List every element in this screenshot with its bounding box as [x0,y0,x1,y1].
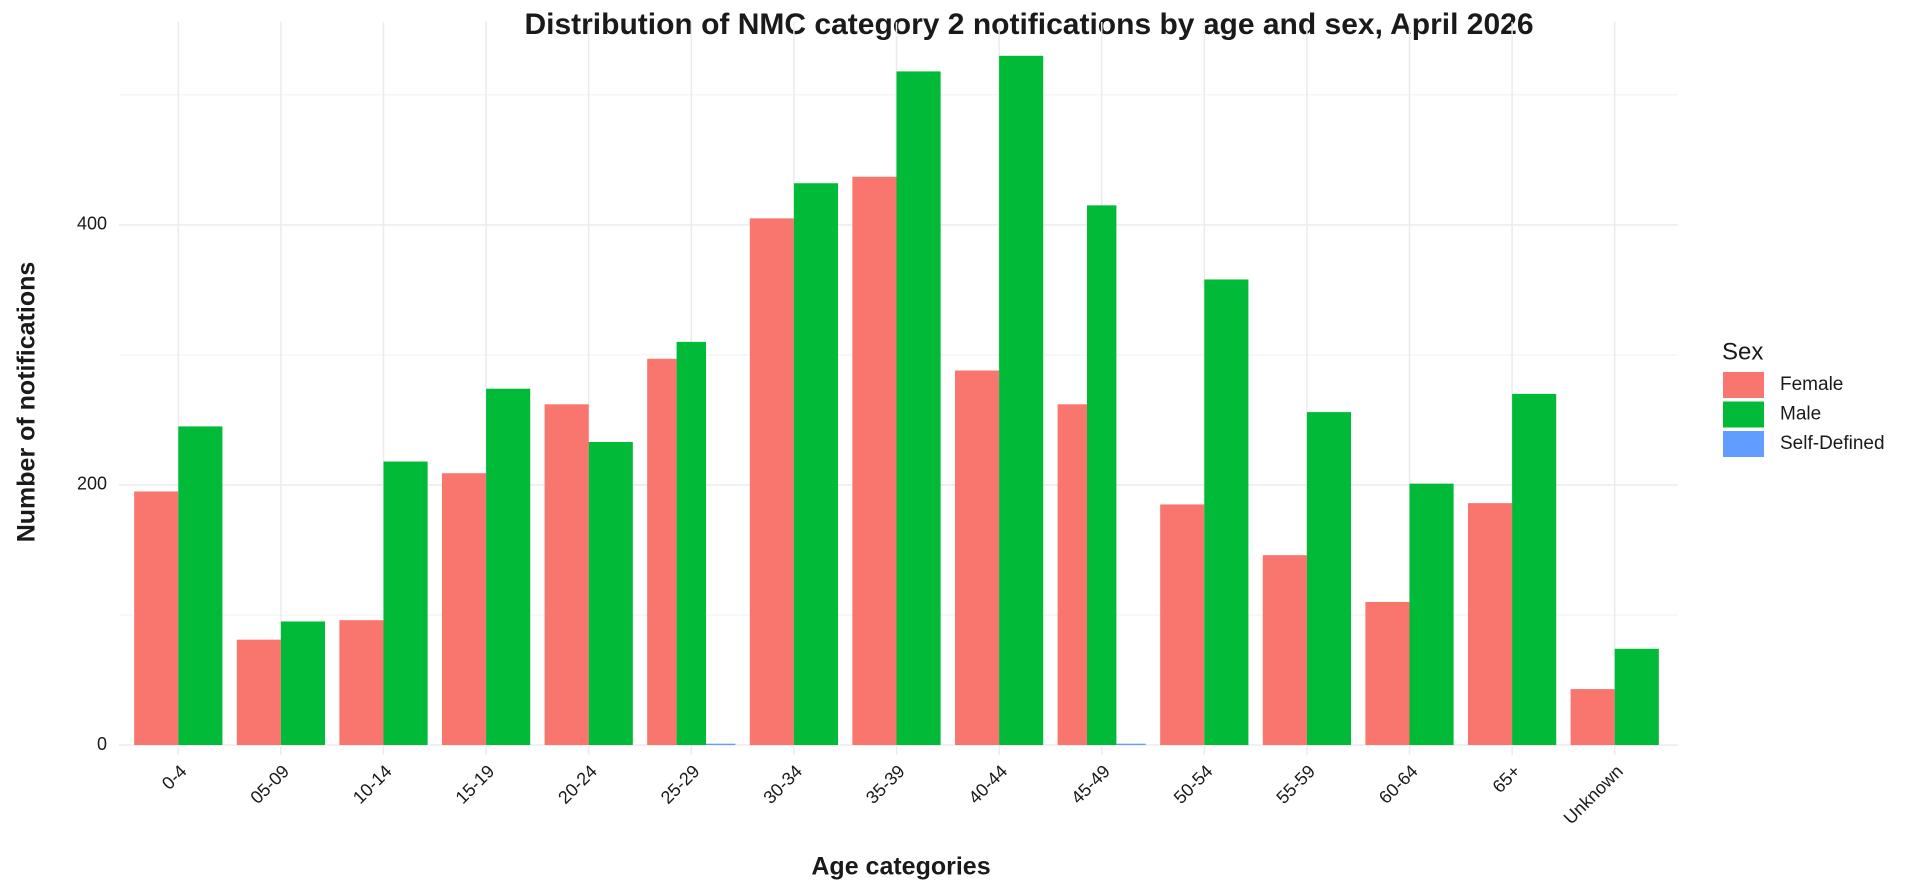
bar [441,473,487,745]
bar [1086,205,1117,746]
bar [954,370,1000,745]
bar [1116,743,1146,745]
bar [749,218,794,745]
bar [1365,601,1410,745]
legend-label: Self-Defined [1780,433,1885,454]
bar [339,620,384,745]
x-tick-label: Unknown [1560,761,1627,828]
bar [383,461,428,745]
x-tick-label: 25-29 [657,761,704,808]
x-tick-label: 30-34 [759,761,806,808]
legend-key [1723,401,1764,428]
bar [1204,279,1249,745]
legend-label: Female [1780,374,1843,395]
legend-key [1723,431,1764,457]
bar [852,176,897,746]
chart-title: Distribution of NMC category 2 notificat… [524,8,1533,41]
bar [999,55,1044,746]
x-tick-label: 20-24 [554,761,601,808]
bar [676,341,707,745]
x-tick-label: 45-49 [1067,761,1114,808]
bar [236,639,281,745]
x-tick-label: 50-54 [1170,761,1217,808]
bar [1057,404,1087,745]
bar [896,71,941,745]
bar [1512,393,1557,745]
bar [1570,689,1615,745]
bar [544,404,589,745]
legend-title: Sex [1722,338,1763,365]
x-tick-label: 05-09 [246,761,293,808]
y-axis-label: Number of notifications [13,262,41,543]
bar [1614,648,1659,745]
x-tick-label: 0-4 [158,761,191,794]
bar [706,743,736,745]
bar [178,426,223,745]
bar [280,621,326,745]
x-tick-label: 65+ [1489,761,1525,797]
bar [486,388,531,745]
bar [1467,503,1513,745]
x-tick-label: 55-59 [1272,761,1319,808]
bar [793,183,839,745]
bar [134,491,179,745]
bar [1262,555,1307,745]
bar [1409,483,1454,745]
bar [1306,412,1352,745]
x-tick-label: 35-39 [862,761,909,808]
bar [588,442,633,745]
y-tick-label: 200 [77,474,107,494]
x-axis-label: Age categories [811,853,990,881]
bar [1160,504,1205,745]
x-tick-label: 10-14 [349,761,396,808]
legend-label: Male [1780,404,1821,425]
y-tick-label: 400 [77,214,107,234]
x-tick-label: 15-19 [452,761,499,808]
bar [647,358,677,745]
x-tick-label: 40-44 [965,761,1012,808]
y-tick-label: 0 [97,734,107,754]
x-tick-label: 60-64 [1375,761,1422,808]
legend-key [1723,372,1764,398]
